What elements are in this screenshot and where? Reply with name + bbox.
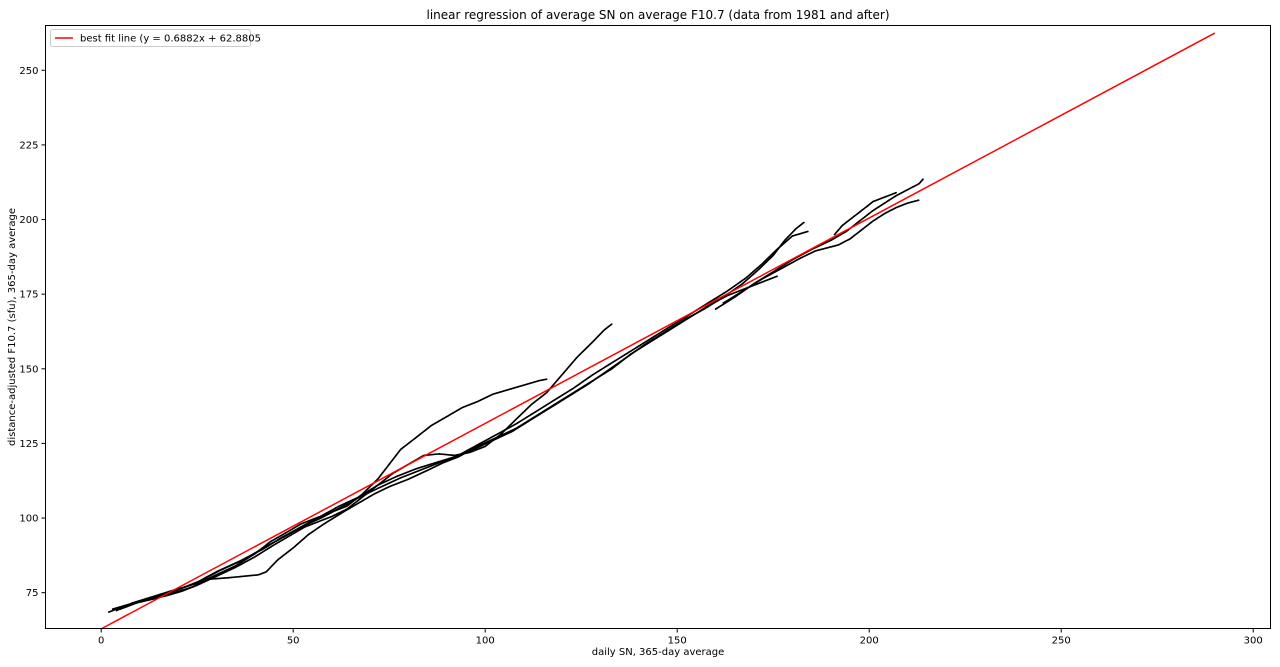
scatter-trace-2 bbox=[111, 323, 613, 610]
scatter-trace-7 bbox=[722, 199, 920, 304]
x-tick-label: 200 bbox=[860, 636, 879, 647]
y-tick-label: 125 bbox=[19, 439, 38, 450]
x-tick-label: 100 bbox=[476, 636, 495, 647]
x-axis: 0 50 100 150 200 250 300 bbox=[98, 628, 1263, 647]
scatter-trace-5 bbox=[123, 230, 809, 609]
y-tick-label: 250 bbox=[19, 66, 38, 77]
x-tick-label: 300 bbox=[1244, 636, 1263, 647]
y-axis: 75 100 125 150 175 200 225 250 bbox=[19, 66, 46, 599]
x-tick-label: 250 bbox=[1052, 636, 1071, 647]
plot-frame bbox=[45, 25, 1271, 629]
x-tick-label: 0 bbox=[98, 636, 104, 647]
plot-area bbox=[100, 32, 1216, 630]
x-tick-label: 150 bbox=[668, 636, 687, 647]
y-tick-label: 175 bbox=[19, 290, 38, 301]
scatter-trace-8 bbox=[833, 191, 897, 236]
chart-title: linear regression of average SN on avera… bbox=[426, 8, 889, 22]
best-fit-line bbox=[100, 32, 1216, 630]
legend-label-fit-line: best fit line (y = 0.6882x + 62.8805 bbox=[80, 34, 261, 45]
y-tick-label: 200 bbox=[19, 215, 38, 226]
y-axis-label: distance-adjusted F10.7 (sfu), 365-day a… bbox=[7, 208, 18, 446]
x-tick-label: 50 bbox=[287, 636, 300, 647]
y-tick-label: 225 bbox=[19, 140, 38, 151]
legend-box bbox=[50, 29, 251, 47]
scatter-trace-4 bbox=[119, 221, 805, 610]
x-axis-label: daily SN, 365-day average bbox=[592, 647, 725, 658]
y-tick-label: 100 bbox=[19, 514, 38, 525]
legend: best fit line (y = 0.6882x + 62.8805 bbox=[50, 29, 261, 47]
y-tick-label: 75 bbox=[26, 588, 39, 599]
y-tick-label: 150 bbox=[19, 364, 38, 375]
scatter-trace-1 bbox=[108, 275, 778, 613]
scatter-trace-3 bbox=[115, 378, 548, 612]
